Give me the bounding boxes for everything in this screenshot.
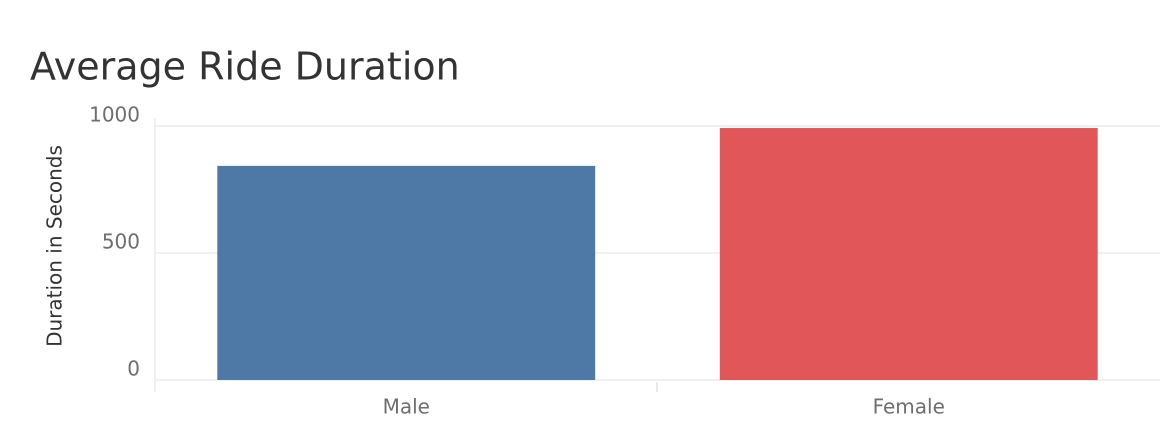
chart-title: Average Ride Duration [30,45,460,89]
y-tick-label: 500 [102,230,140,254]
y-axis-title: Duration in Seconds [43,145,67,347]
bar [217,165,596,380]
y-tick-label: 0 [127,357,140,381]
y-tick-label: 1000 [89,103,140,127]
x-tick-label: Male [383,395,430,419]
bar [719,128,1098,380]
x-tick-label: Female [873,395,945,419]
